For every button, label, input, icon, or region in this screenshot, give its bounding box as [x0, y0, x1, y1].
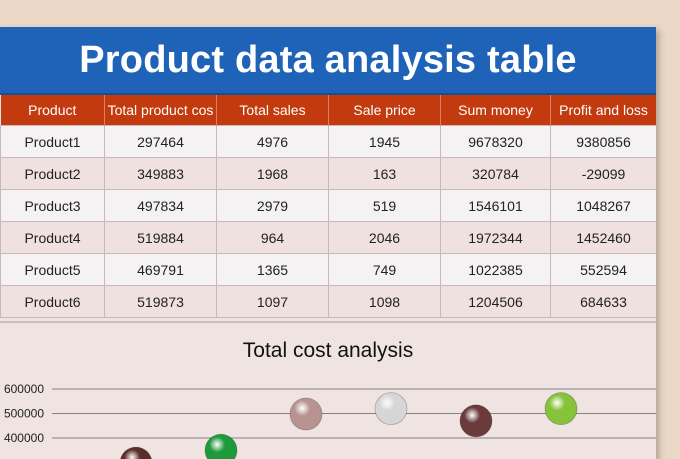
page-title: Product data analysis table — [79, 39, 577, 81]
table-cell: 1968 — [216, 157, 329, 190]
table-cell: Product6 — [0, 285, 105, 318]
table-cell: Product2 — [0, 157, 105, 190]
table-cell: 1022385 — [440, 253, 551, 286]
table-cell: 519 — [328, 189, 441, 222]
column-header-total-sales: Total sales — [216, 95, 329, 126]
section-divider — [0, 321, 656, 323]
chart-title: Total cost analysis — [242, 339, 414, 362]
data-point-product5 — [459, 404, 493, 438]
table-cell: 1204506 — [440, 285, 551, 318]
cost-scatter-chart: 600000 500000 400000 — [4, 382, 656, 459]
table-cell: 2979 — [216, 189, 329, 222]
data-point-product6 — [544, 392, 578, 426]
table-cell: Product3 — [0, 189, 105, 222]
table-cell: 1098 — [328, 285, 441, 318]
table-cell: Product4 — [0, 221, 105, 254]
table-cell: 320784 — [440, 157, 551, 190]
data-point-product1 — [120, 446, 152, 459]
data-point-product4 — [374, 392, 408, 426]
table-cell: 1945 — [328, 125, 441, 158]
table-row: Product2 349883 1968 163 320784 -29099 — [0, 157, 656, 190]
table-cell: 964 — [216, 221, 329, 254]
table-cell: 1365 — [216, 253, 329, 286]
data-table: Product Total product cos Total sales Sa… — [0, 95, 656, 318]
table-cell: 1452460 — [550, 221, 656, 254]
table-header-row: Product Total product cos Total sales Sa… — [0, 95, 656, 126]
data-point-product3 — [289, 397, 323, 431]
table-cell: Product1 — [0, 125, 105, 158]
y-tick-label: 500000 — [4, 407, 44, 421]
table-cell: 4976 — [216, 125, 329, 158]
table-row: Product3 497834 2979 519 1546101 1048267 — [0, 189, 656, 222]
table-cell: 1097 — [216, 285, 329, 318]
table-cell: 2046 — [328, 221, 441, 254]
y-tick-label: 400000 — [4, 431, 44, 445]
column-header-sum-money: Sum money — [440, 95, 551, 126]
y-tick-label: 600000 — [4, 382, 44, 396]
table-cell: 349883 — [104, 157, 217, 190]
column-header-total-product-cost: Total product cos — [104, 95, 217, 126]
table-cell: 552594 — [550, 253, 656, 286]
table-cell: 749 — [328, 253, 441, 286]
table-cell: 163 — [328, 157, 441, 190]
table-cell: 519873 — [104, 285, 217, 318]
column-header-sale-price: Sale price — [328, 95, 441, 126]
table-row: Product5 469791 1365 749 1022385 552594 — [0, 253, 656, 286]
table-cell: Product5 — [0, 253, 105, 286]
table-cell: 1048267 — [550, 189, 656, 222]
table-cell: 1546101 — [440, 189, 551, 222]
sheet: Product data analysis table Product Tota… — [0, 27, 656, 459]
column-header-profit-and-loss: Profit and loss — [550, 95, 656, 126]
column-header-product: Product — [0, 95, 105, 126]
table-cell: 519884 — [104, 221, 217, 254]
table-row: Product4 519884 964 2046 1972344 1452460 — [0, 221, 656, 254]
table-cell: 684633 — [550, 285, 656, 318]
table-cell: 9678320 — [440, 125, 551, 158]
table-cell: 297464 — [104, 125, 217, 158]
table-cell: 469791 — [104, 253, 217, 286]
table-row: Product6 519873 1097 1098 1204506 684633 — [0, 285, 656, 318]
data-point-product2 — [204, 433, 238, 459]
table-cell: -29099 — [550, 157, 656, 190]
table-cell: 497834 — [104, 189, 217, 222]
title-bar: Product data analysis table — [0, 27, 656, 95]
